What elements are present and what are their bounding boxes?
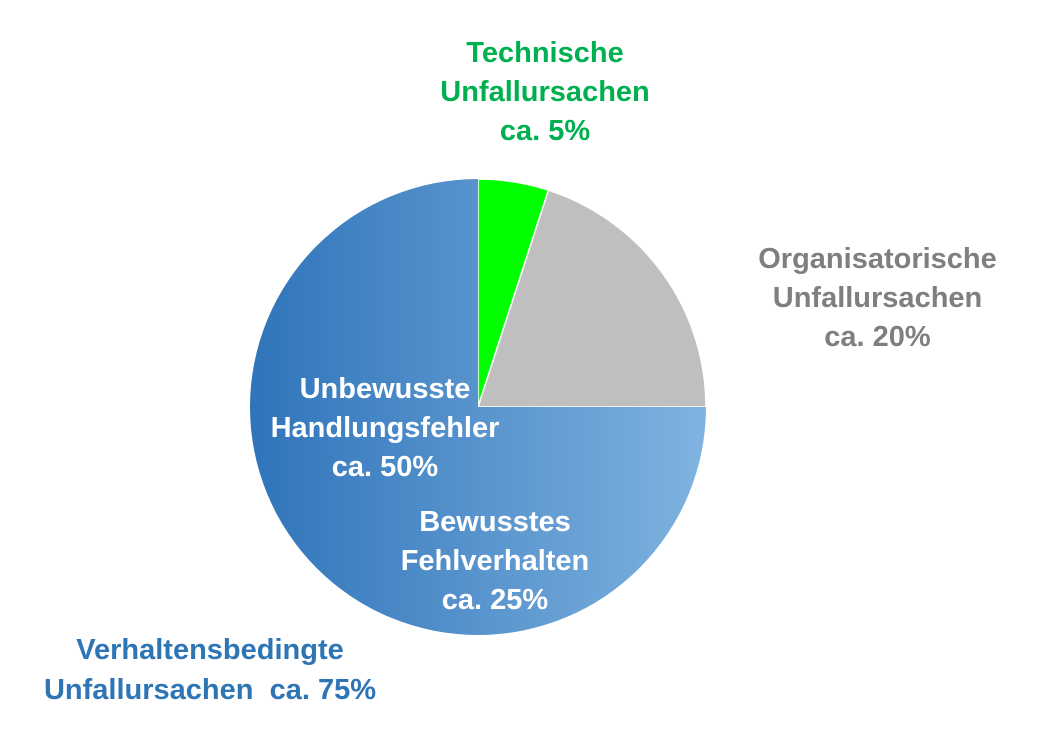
- label-line: Unfallursachen: [772, 282, 983, 314]
- label-line: Verhaltensbedingte: [76, 634, 344, 666]
- label-line: Fehlverhalten: [400, 545, 590, 577]
- label-line: Unfallursachen: [440, 76, 650, 108]
- label-line: ca. 50%: [331, 451, 439, 483]
- label-line: ca. 20%: [824, 321, 931, 353]
- label-line: Unbewusste: [299, 373, 471, 405]
- label-line: Bewusstes: [419, 506, 571, 538]
- pie-slice-organisatorische-unfallursachen: [476, 189, 707, 408]
- label-bewusst: Bewusstes Fehlverhalten ca. 25%: [380, 503, 610, 620]
- label-line: Handlungsfehler: [270, 412, 500, 444]
- label-line: Unfallursachen ca. 75%: [43, 674, 377, 706]
- label-organisatorisch: Organisatorische Unfallursachen ca. 20%: [730, 240, 1025, 357]
- label-line: ca. 25%: [441, 584, 549, 616]
- pie-slice-unbewusste-handlungsfehler: [250, 179, 478, 635]
- label-technisch: Technische Unfallursachen ca. 5%: [420, 34, 670, 151]
- label-line: Organisatorische: [758, 243, 997, 275]
- label-unbewusst: Unbewusste Handlungsfehler ca. 50%: [250, 370, 520, 487]
- label-line: ca. 5%: [499, 115, 591, 147]
- label-verhalten: Verhaltensbedingte Unfallursachen ca. 75…: [10, 630, 410, 710]
- label-line: Technische: [466, 37, 624, 69]
- pie-slice-bewusstes-fehlverhalten: [478, 407, 706, 635]
